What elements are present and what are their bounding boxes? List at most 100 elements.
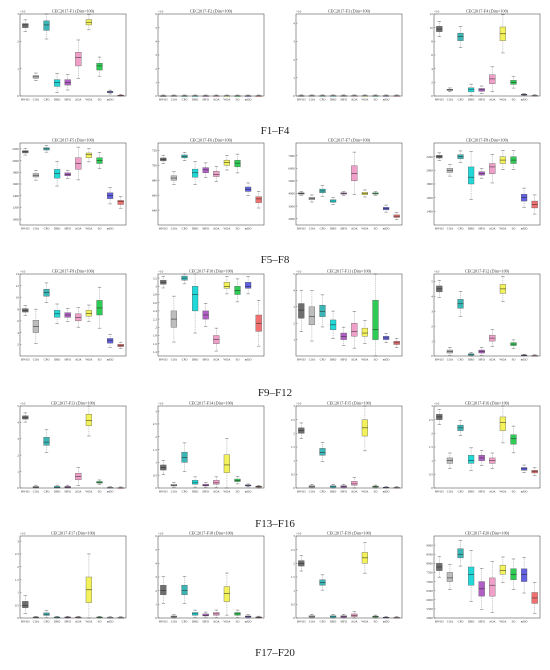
chart-panel: CEC2017-F9 (Dim=100) ×10 2 4 6 8 10 12 14 BWO3 COA…	[16, 269, 127, 362]
box	[192, 480, 199, 485]
y-tick-label: 1	[431, 339, 433, 343]
y-tick-label: 3	[17, 12, 19, 16]
y-tick-label: 2.5	[429, 418, 433, 422]
caption-row-5: F17–F20	[255, 647, 295, 659]
x-tick-label: CPO	[182, 490, 189, 494]
x-tick-label: WOA	[85, 98, 93, 102]
x-tick-label: mDO	[245, 490, 253, 494]
x-tick-label: mDO	[521, 358, 529, 362]
plot-frame	[19, 142, 127, 226]
x-tick-label: BWO3	[21, 620, 30, 624]
box	[85, 414, 92, 426]
x-tick-label: WOA	[85, 620, 93, 624]
y-tick-label: 0.5	[291, 603, 295, 607]
x-tick-label: BWO3	[21, 358, 30, 362]
y-tick-label: 3	[293, 40, 295, 44]
plot-frame	[19, 273, 127, 357]
plot-frame	[433, 13, 541, 97]
box	[489, 577, 496, 597]
y-tick-label: 0	[155, 94, 157, 98]
y-tick-label: 2.6	[153, 301, 157, 305]
x-tick-label: BWO3	[21, 490, 30, 494]
y-tick-label: 3.2	[153, 276, 157, 280]
x-tick-label: DBO	[192, 490, 199, 494]
x-tick-label: BWO3	[297, 227, 306, 231]
chart-panel: CEC2017-F2 (Dim=100) ×10 0 1 2 3 4 5 6 BWO3 COA CPO…	[155, 9, 265, 102]
y-tick-label: 7000	[426, 580, 433, 584]
chart-title: CEC2017-F2 (Dim=100)	[190, 9, 233, 14]
x-tick-label: MFO	[64, 358, 71, 362]
x-tick-label: SO	[374, 227, 379, 231]
box	[213, 480, 220, 485]
chart-title: CEC2017-F20 (Dim=100)	[465, 531, 510, 536]
x-tick-label: CPO	[44, 490, 51, 494]
y-tick-label: 2000	[426, 169, 433, 173]
x-tick-label: COA	[171, 358, 178, 362]
y-tick-label: 6000	[288, 166, 295, 170]
x-tick-label: mDO	[521, 490, 529, 494]
x-tick-label: COA	[309, 620, 316, 624]
box	[75, 52, 82, 67]
x-tick-label: CPO	[458, 358, 465, 362]
y-tick-label: 5	[293, 272, 295, 276]
y-tick-label: 0	[17, 616, 19, 620]
x-tick-label: COA	[309, 98, 316, 102]
x-tick-label: MFO	[478, 98, 485, 102]
y-tick-label: 10	[16, 296, 20, 300]
x-tick-label: CPO	[44, 620, 51, 624]
box	[510, 434, 517, 445]
x-tick-label: mDO	[383, 227, 391, 231]
y-tick-label: 2000	[288, 217, 295, 221]
y-tick-label: 2.5	[153, 422, 157, 426]
y-tick-label: 2	[293, 562, 295, 566]
x-tick-label: CPO	[320, 98, 327, 102]
box	[521, 568, 528, 582]
y-tick-label: 6000	[426, 598, 433, 602]
plot-frame	[295, 405, 403, 489]
x-tick-label: SO	[374, 98, 379, 102]
y-tick-label: 0	[17, 94, 19, 98]
y-tick-label: 2200	[426, 155, 433, 159]
y-tick-label: 3	[155, 409, 157, 413]
y-tick-label: 4	[155, 40, 157, 44]
box	[32, 320, 39, 333]
chart-panel: CEC2017-F12 (Dim=100) ×10 0 1 2 3 4 5 BWO3 COA CPO…	[431, 269, 541, 362]
box	[468, 455, 475, 464]
y-tick-label: 1	[293, 459, 295, 463]
chart-title: CEC2017-F12 (Dim=100)	[465, 269, 510, 274]
axis-exponent: ×10	[434, 402, 440, 406]
x-tick-label: BWO3	[297, 98, 306, 102]
y-tick-label: 1	[293, 589, 295, 593]
x-tick-label: CPO	[320, 490, 327, 494]
x-tick-label: BWO3	[297, 620, 306, 624]
chart-title: CEC2017-F17 (Dim=100)	[51, 531, 96, 536]
x-tick-label: AOA	[213, 490, 220, 494]
x-tick-label: CPO	[320, 227, 327, 231]
x-tick-label: COA	[171, 620, 178, 624]
x-tick-label: MFO	[340, 227, 347, 231]
x-tick-label: SO	[98, 490, 103, 494]
x-tick-label: MFO	[202, 620, 209, 624]
x-tick-label: MFO	[64, 620, 71, 624]
box	[223, 159, 230, 166]
x-tick-label: WOA	[223, 98, 231, 102]
x-tick-label: SO	[236, 98, 241, 102]
x-tick-label: mDO	[245, 358, 253, 362]
box	[202, 167, 209, 173]
y-tick-label: 1.5	[429, 445, 433, 449]
y-tick-label: 680	[152, 178, 157, 182]
x-tick-label: AOA	[489, 98, 496, 102]
y-tick-label: 3000	[288, 204, 295, 208]
y-tick-label: 2	[155, 589, 157, 593]
box	[372, 300, 379, 340]
x-tick-label: CPO	[458, 620, 465, 624]
chart-panel: CEC2017-F19 (Dim=100) ×10 0 0.5 1 1.5 2 2.5 3 BWO…	[291, 531, 403, 624]
x-tick-label: SO	[374, 620, 379, 624]
box	[117, 200, 124, 205]
x-tick-label: DBO	[330, 358, 337, 362]
axis-exponent: ×10	[20, 270, 26, 274]
x-tick-label: CPO	[182, 620, 189, 624]
x-tick-label: MFO	[202, 227, 209, 231]
y-tick-label: 1200	[12, 206, 19, 210]
y-tick-label: 0.5	[153, 473, 157, 477]
